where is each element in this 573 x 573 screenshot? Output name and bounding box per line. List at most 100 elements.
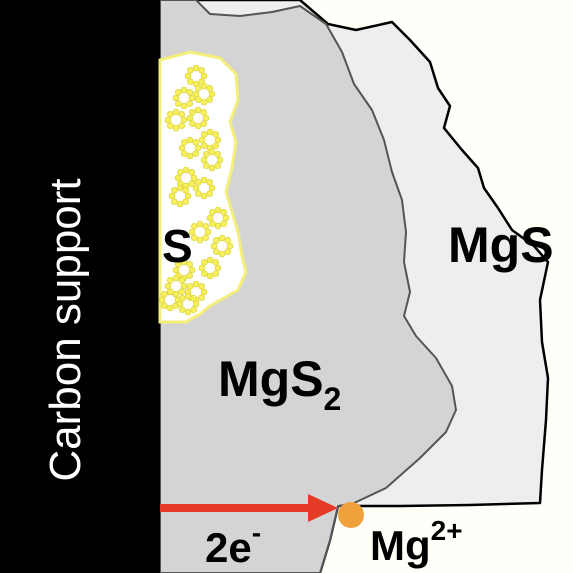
sulfur-atom: [178, 122, 185, 129]
mg-ion-dot: [338, 502, 364, 528]
sulfur-atom: [218, 234, 226, 242]
sulfur-atom: [201, 270, 208, 278]
sulfur-atom: [180, 116, 188, 124]
sulfur-atom: [178, 288, 185, 296]
sulfur-atom: [181, 139, 188, 146]
sulfur-atom: [187, 78, 194, 85]
sulfur-atom: [200, 156, 208, 164]
sulfur-atom: [194, 106, 202, 114]
carbon-support-label: Carbon support: [41, 178, 90, 481]
sulfur-atom: [202, 234, 209, 241]
sulfur-atom: [178, 111, 185, 118]
sulfur-atom: [186, 136, 194, 144]
sulfur-atom: [213, 248, 220, 255]
sulfur-atom: [216, 156, 224, 164]
sulfur-atom: [171, 187, 178, 194]
sulfur-atom: [177, 169, 184, 176]
sulfur-atom: [208, 90, 216, 98]
sulfur-atom: [182, 198, 189, 205]
sulfur-atom: [192, 280, 200, 288]
sulfur-atom: [167, 111, 174, 118]
sulfur-atom: [178, 276, 185, 284]
sulfur-atom: [182, 187, 189, 194]
sulfur-label: S: [162, 220, 193, 272]
sulfur-atom: [206, 190, 213, 197]
sulfur-atom: [198, 136, 206, 144]
sulfur-atom: [206, 85, 213, 92]
sulfur-atom: [204, 228, 212, 236]
sulfur-atom: [200, 82, 208, 90]
sulfur-atom: [218, 250, 226, 258]
sulfur-atom: [201, 258, 208, 266]
sulfur-atom: [202, 114, 210, 122]
sulfur-atom: [171, 198, 178, 205]
sulfur-atom: [196, 220, 204, 228]
sulfur-atom: [200, 192, 208, 200]
sulfur-atom: [172, 290, 180, 298]
sulfur-atom: [201, 142, 208, 149]
sulfur-atom: [200, 120, 207, 127]
sulfur-atom: [196, 236, 204, 244]
sulfur-atom: [188, 266, 196, 274]
sulfur-atom: [192, 64, 200, 72]
sulfur-atom: [198, 282, 205, 290]
sulfur-atom: [161, 290, 168, 298]
sulfur-atom: [194, 122, 202, 130]
sulfur-atom: [191, 234, 198, 241]
sulfur-atom: [186, 272, 193, 280]
sulfur-atom: [184, 308, 192, 316]
sulfur-atom: [176, 200, 184, 208]
sulfur-atom: [184, 292, 192, 300]
sulfur-atom: [192, 150, 199, 157]
sulfur-atom: [201, 131, 208, 138]
sulfur-atom: [194, 144, 202, 152]
sulfur-atom: [224, 237, 231, 244]
sulfur-atom: [172, 108, 180, 116]
sulfur-atom: [214, 151, 221, 158]
sulfur-atom: [195, 96, 202, 103]
sulfur-atom: [212, 258, 219, 266]
sulfur-atom: [208, 148, 216, 156]
sulfur-atom: [188, 94, 196, 102]
sulfur-atom: [184, 192, 192, 200]
sulfur-atom: [206, 256, 214, 264]
sulfur-atom: [200, 176, 208, 184]
sulfur-atom: [224, 248, 231, 255]
sulfur-atom: [206, 214, 214, 222]
electron-label: 2e-: [205, 517, 261, 571]
sulfur-atom: [220, 220, 227, 227]
sulfur-atom: [187, 67, 194, 74]
sulfur-atom: [200, 72, 208, 80]
sulfur-atom: [192, 139, 199, 146]
mg-ion-label-base: Mg: [370, 522, 431, 569]
sulfur-atom: [200, 98, 208, 106]
sulfur-atom: [188, 180, 195, 187]
sulfur-atom: [214, 206, 222, 214]
sulfur-atom: [178, 144, 186, 152]
sulfur-atom: [212, 131, 219, 138]
sulfur-atom: [192, 90, 200, 98]
sulfur-atom: [189, 120, 196, 127]
sulfur-atom: [190, 174, 198, 182]
sulfur-atom: [209, 209, 216, 216]
sulfur-atom: [164, 282, 172, 290]
sulfur-atom: [161, 302, 168, 310]
sulfur-atom: [172, 266, 180, 274]
sulfur-atom: [214, 264, 222, 272]
mgs2-label: MgS2: [218, 351, 341, 417]
electron-label-base: 2e: [205, 524, 252, 571]
sulfur-atom: [167, 276, 174, 284]
sulfur-atom: [198, 294, 205, 302]
sulfur-atom: [186, 260, 193, 268]
sulfur-atom: [202, 223, 209, 230]
sulfur-atom: [214, 162, 221, 169]
sulfur-atom: [198, 264, 206, 272]
sulfur-atom: [220, 209, 227, 216]
sulfur-atom: [174, 174, 182, 182]
mgs2-label-base: MgS: [218, 351, 324, 407]
sulfur-atom: [214, 136, 222, 144]
sulfur-atom: [175, 260, 182, 268]
sulfur-atom: [222, 214, 230, 222]
mg-ion-label-superscript: 2+: [431, 515, 463, 546]
